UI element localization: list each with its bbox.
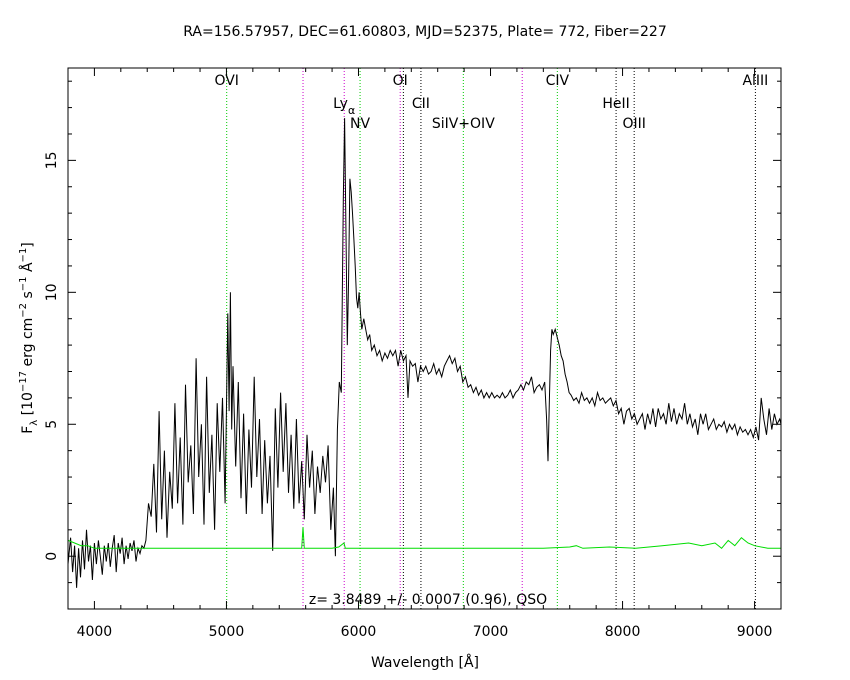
- x-tick-label: 5000: [209, 624, 245, 640]
- series-line-1: [67, 527, 781, 549]
- x-tick-label: 7000: [473, 624, 509, 640]
- line-label-5: SiIV+OIV: [432, 116, 495, 132]
- x-axis-ticks: 4000 5000 6000 7000 8000 9000: [77, 68, 773, 640]
- y-axis-ticks: 0 5 10 15: [44, 80, 781, 610]
- x-tick-label: 9000: [737, 624, 773, 640]
- line-label-9: AlIII: [742, 73, 768, 89]
- series-line-0: [67, 118, 782, 588]
- line-label-2: NV: [350, 116, 370, 132]
- line-label-8: OIII: [622, 116, 645, 132]
- x-tick-label: 8000: [605, 624, 641, 640]
- x-tick-label: 6000: [341, 624, 377, 640]
- line-label-3: OI: [393, 73, 408, 89]
- x-axis-label: Wavelength [Å]: [371, 654, 479, 671]
- chart-annotation: z= 3.8489 +/- 0.0007 (0.96), QSO: [309, 592, 547, 608]
- y-tick-label: 15: [44, 151, 60, 169]
- x-tick-label: 4000: [77, 624, 113, 640]
- plot-frame: [67, 67, 782, 610]
- y-tick-label: 10: [44, 283, 60, 301]
- chart-title: RA=156.57957, DEC=61.60803, MJD=52375, P…: [183, 24, 667, 40]
- line-label-0: OVI: [214, 73, 238, 89]
- line-label-6: CIV: [546, 73, 570, 89]
- y-tick-label: 5: [44, 420, 60, 429]
- y-tick-label: 0: [44, 552, 60, 561]
- line-label-4: CII: [412, 96, 430, 112]
- line-label-1: Lyα: [333, 96, 355, 117]
- line-label-7: HeII: [602, 96, 629, 112]
- data-series: [67, 118, 782, 588]
- y-axis-label: Fλ [10−17 erg cm−2 s−1 Å−1]: [18, 242, 40, 434]
